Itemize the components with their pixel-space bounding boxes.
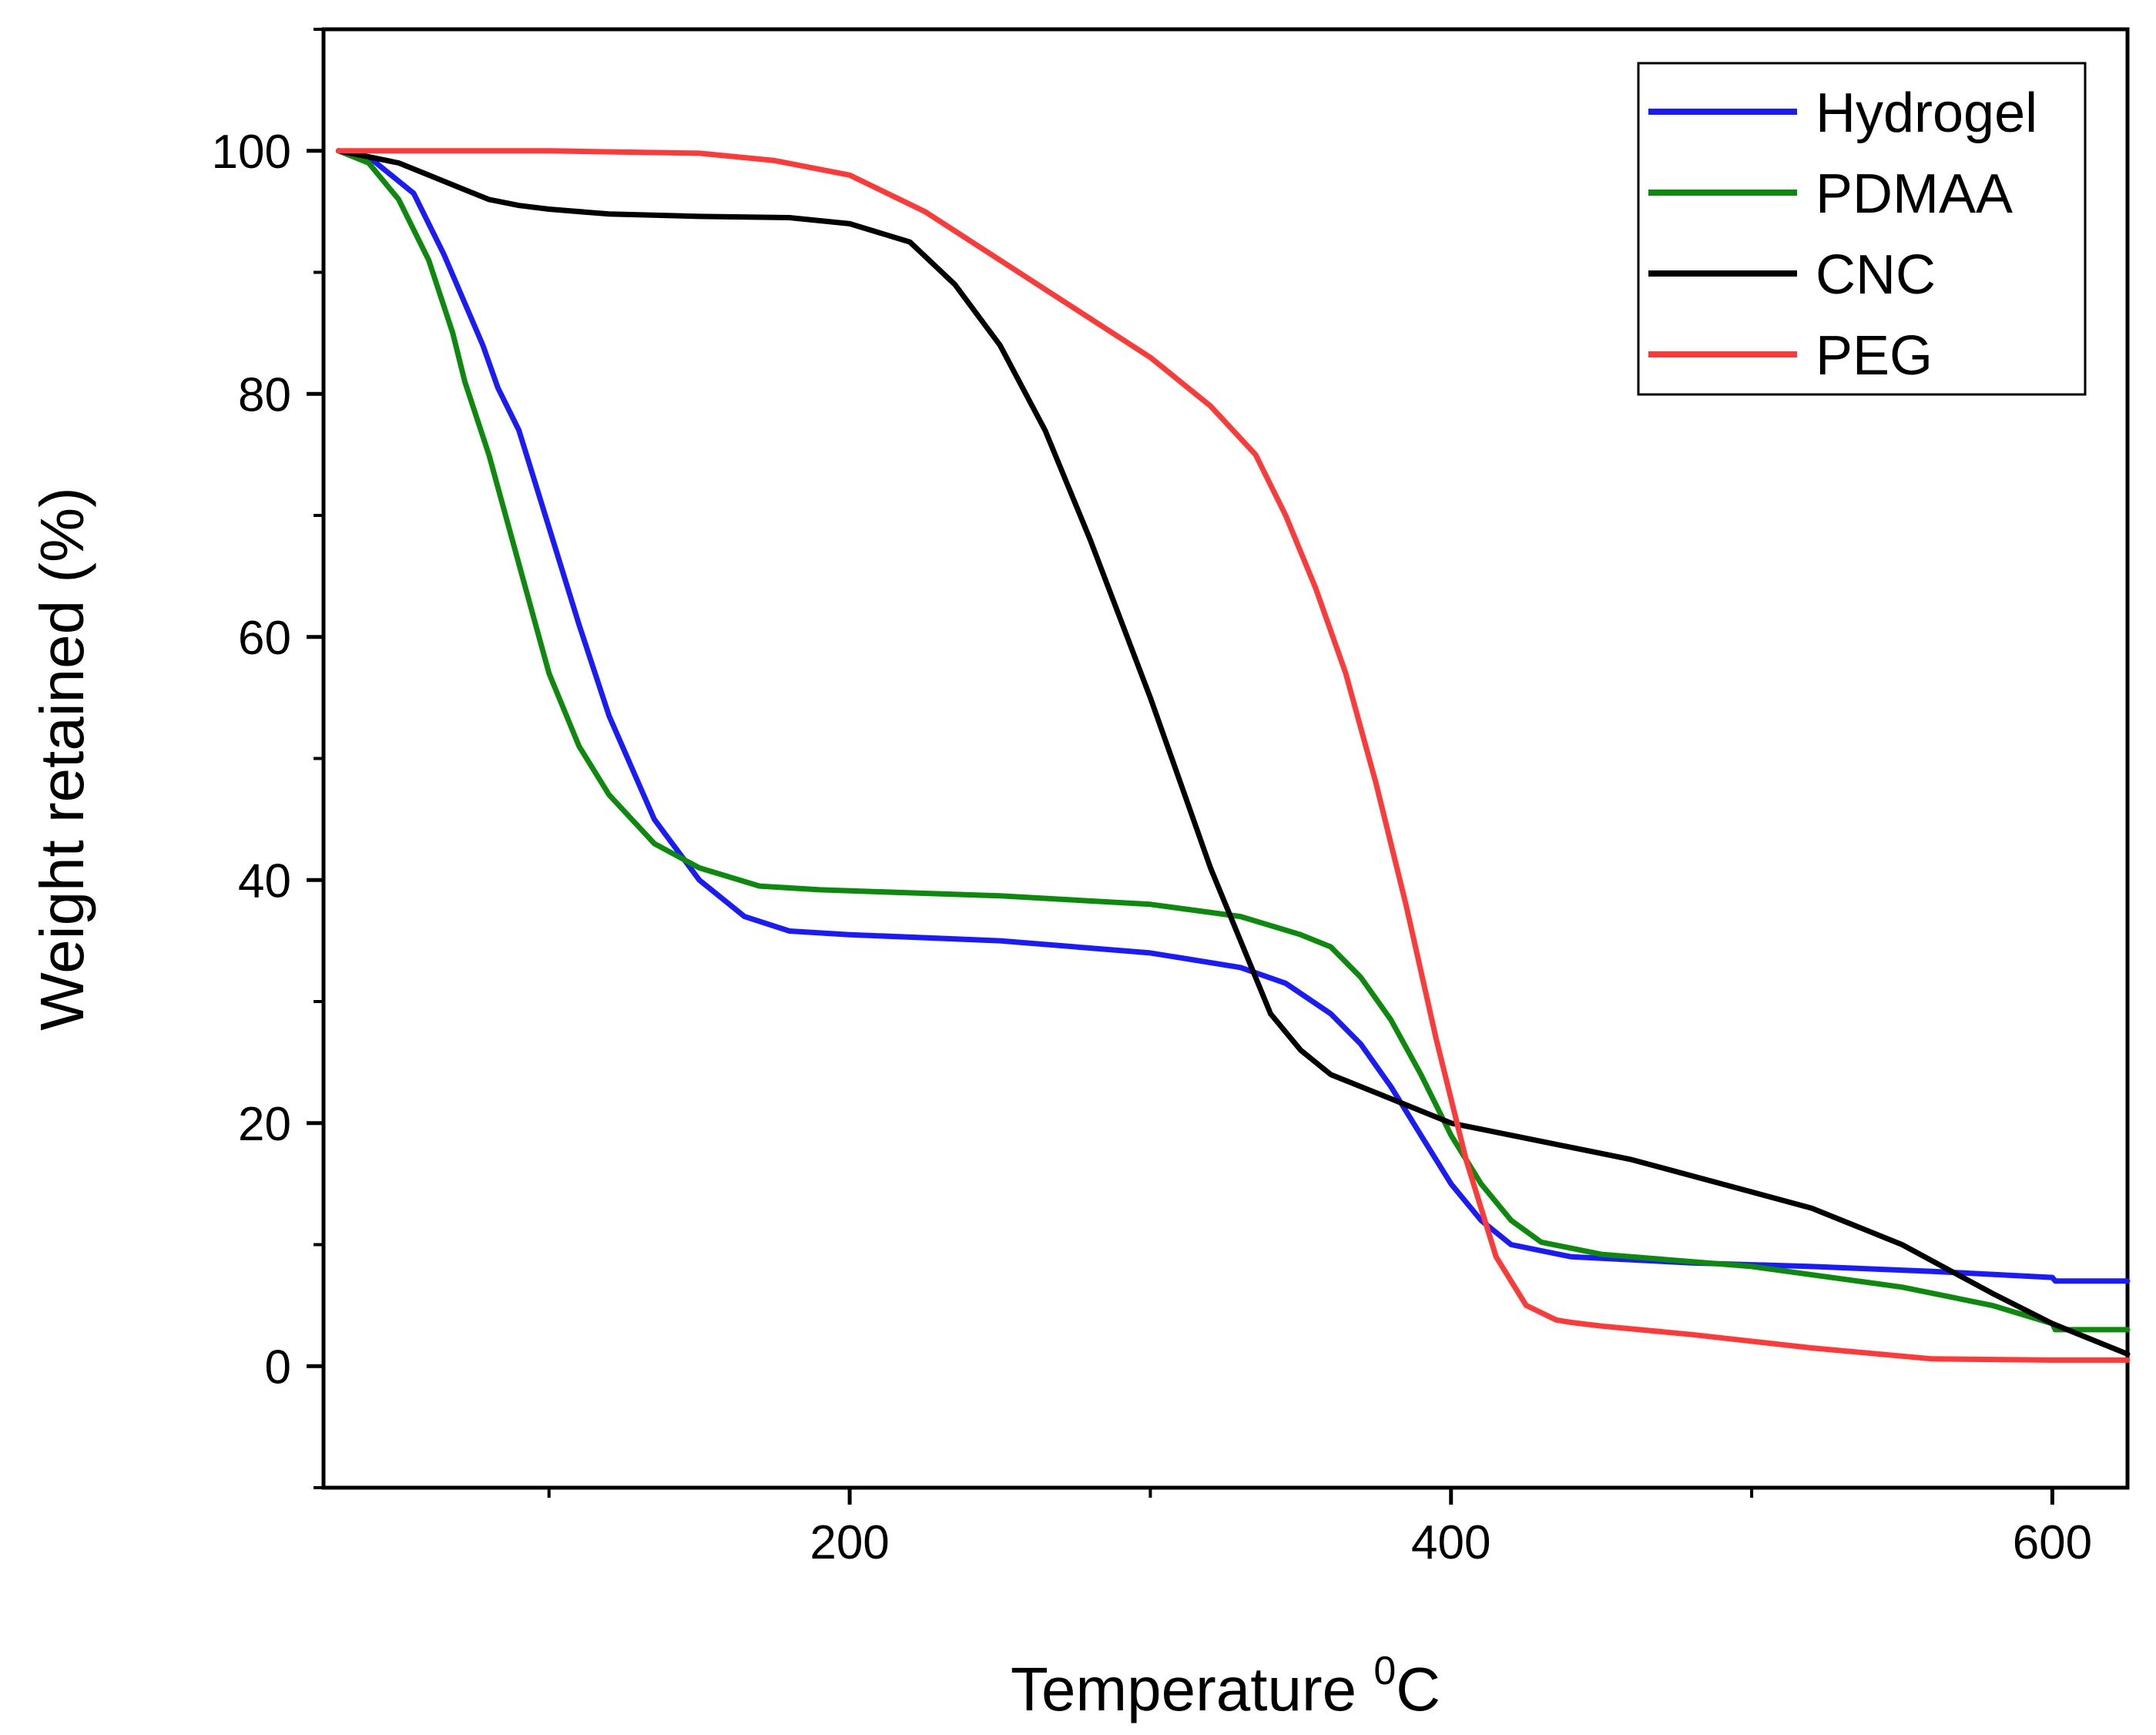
legend: Hydrogel PDMAA CNC PEG: [1637, 62, 2087, 396]
series-line-pdmaa: [336, 148, 2131, 1333]
series-layer: [336, 148, 2131, 1363]
y-tick-label: 0: [265, 1341, 291, 1394]
y-tick-label: 40: [238, 854, 291, 908]
series-line-cnc: [336, 148, 2131, 1357]
legend-label-hydrogel: Hydrogel: [1816, 82, 2037, 144]
x-tick-label: 400: [1411, 1516, 1490, 1569]
y-tick-label: 100: [212, 126, 291, 179]
legend-label-pdmaa: PDMAA: [1816, 163, 2013, 225]
y-axis-title: Weight retained (%): [28, 487, 96, 1031]
x-axis-title: Temperature 0C: [1011, 1649, 1440, 1723]
series-line-peg: [336, 148, 2131, 1363]
y-tick-label: 60: [238, 612, 291, 665]
x-axis: 200 400 600: [547, 1488, 2092, 1569]
x-axis-title-superscript: 0: [1373, 1649, 1396, 1693]
legend-box: [1637, 62, 2087, 396]
y-tick-label: 80: [238, 368, 291, 421]
x-axis-title-main: Temperature: [1011, 1655, 1373, 1723]
y-axis: 0 20 40 60 80 100: [212, 28, 324, 1489]
x-tick-label: 600: [2013, 1516, 2092, 1569]
plot-area: [321, 27, 2131, 1490]
x-tick-label: 200: [810, 1516, 889, 1569]
legend-label-peg: PEG: [1816, 325, 1933, 387]
y-tick-label: 20: [238, 1098, 291, 1151]
x-axis-title-unit: C: [1396, 1655, 1440, 1723]
legend-label-cnc: CNC: [1816, 244, 1936, 306]
